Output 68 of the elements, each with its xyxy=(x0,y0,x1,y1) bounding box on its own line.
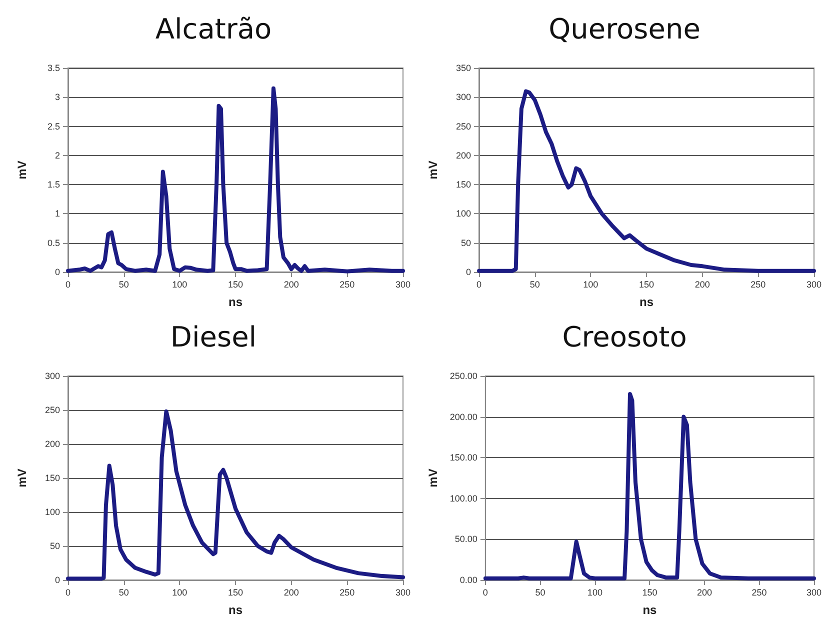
y-axis-title: mV xyxy=(426,468,440,488)
chart-title: Creosoto xyxy=(562,320,687,354)
x-tick-label: 250 xyxy=(340,588,355,598)
x-tick-label: 100 xyxy=(583,280,598,290)
y-tick-label: 0 xyxy=(466,267,471,277)
chart-title: Diesel xyxy=(170,320,257,354)
x-axis-title: ns xyxy=(228,295,243,309)
y-tick-label: 100 xyxy=(44,507,60,517)
x-tick-label: 200 xyxy=(284,280,299,290)
x-axis-title: ns xyxy=(639,295,654,309)
x-tick-label: 200 xyxy=(284,588,299,598)
y-axis-title: mV xyxy=(15,160,29,180)
y-tick-label: 200.00 xyxy=(450,412,478,422)
y-tick-label: 150 xyxy=(456,180,471,190)
x-tick-label: 150 xyxy=(638,280,654,290)
y-axis-title: mV xyxy=(426,160,440,180)
x-tick-label: 0 xyxy=(65,588,71,598)
x-tick-label: 250 xyxy=(340,280,355,290)
y-tick-label: 0.5 xyxy=(47,238,60,248)
y-tick-label: 150 xyxy=(44,473,60,483)
y-tick-label: 2 xyxy=(54,150,60,160)
y-tick-label: 3 xyxy=(54,92,60,102)
y-tick-label: 250 xyxy=(44,405,60,415)
x-tick-label: 50 xyxy=(535,588,546,598)
y-tick-label: 150.00 xyxy=(450,452,478,463)
x-tick-label: 0 xyxy=(482,588,488,598)
x-tick-label: 50 xyxy=(118,588,129,598)
y-tick-label: 50 xyxy=(50,541,60,551)
x-tick-label: 300 xyxy=(806,588,822,598)
x-tick-label: 300 xyxy=(806,280,822,290)
x-tick-label: 150 xyxy=(228,280,244,290)
x-tick-label: 100 xyxy=(172,588,188,598)
x-tick-label: 100 xyxy=(587,588,602,598)
x-tick-label: 0 xyxy=(65,280,71,290)
y-tick-label: 250 xyxy=(456,121,471,132)
y-tick-label: 350 xyxy=(456,63,471,73)
chart-title: Alcatrão xyxy=(155,12,272,46)
y-tick-label: 0 xyxy=(54,267,60,277)
x-tick-label: 100 xyxy=(172,280,188,290)
y-tick-label: 3.5 xyxy=(47,63,60,73)
y-tick-label: 50 xyxy=(460,238,471,248)
y-tick-label: 100 xyxy=(456,208,471,219)
x-tick-label: 300 xyxy=(395,280,411,290)
y-axis-title: mV xyxy=(15,468,29,488)
y-tick-label: 250.00 xyxy=(450,371,478,381)
y-tick-label: 1 xyxy=(54,208,60,219)
x-tick-label: 200 xyxy=(694,280,710,290)
x-tick-label: 250 xyxy=(750,280,766,290)
x-tick-label: 300 xyxy=(395,588,411,598)
y-tick-label: 200 xyxy=(44,439,60,449)
y-tick-label: 0.00 xyxy=(460,575,478,585)
x-tick-label: 200 xyxy=(696,588,712,598)
x-axis-title: ns xyxy=(642,603,658,617)
x-tick-label: 250 xyxy=(752,588,767,598)
y-tick-label: 1.5 xyxy=(47,180,60,190)
y-tick-label: 100.00 xyxy=(450,493,478,504)
y-tick-label: 2.5 xyxy=(47,121,60,132)
x-axis-title: ns xyxy=(228,603,243,617)
y-tick-label: 300 xyxy=(456,92,471,102)
chart-title: Querosene xyxy=(548,12,700,46)
y-tick-label: 300 xyxy=(44,371,60,381)
y-tick-label: 50.00 xyxy=(454,534,478,544)
y-tick-label: 200 xyxy=(456,150,471,160)
x-tick-label: 50 xyxy=(530,280,540,290)
x-tick-label: 50 xyxy=(118,280,129,290)
x-tick-label: 150 xyxy=(228,588,244,598)
x-tick-label: 150 xyxy=(642,588,658,598)
y-tick-label: 0 xyxy=(54,575,60,585)
